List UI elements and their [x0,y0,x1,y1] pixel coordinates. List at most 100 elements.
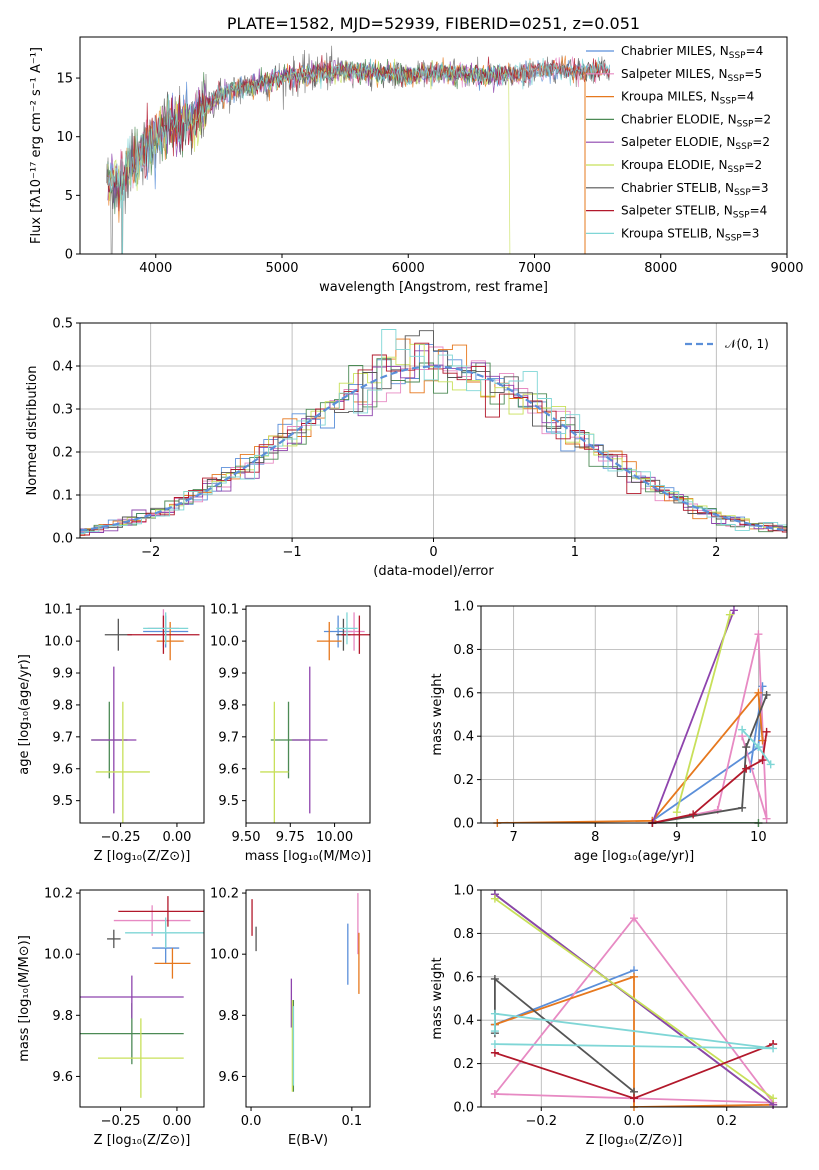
legend-entry-label: Salpeter STELIB, N [621,204,733,218]
y-tick-label: 9.7 [218,730,239,745]
x-tick-label: 8 [591,830,599,845]
y-tick-label: 0.4 [453,1014,474,1029]
x-tick-label: 9.50 [232,830,261,845]
weight-marker [742,743,751,752]
weight-marker [672,808,681,817]
weight-marker [762,690,771,699]
y-tick-label: 10.2 [44,887,73,902]
y-axis-label: mass weight [430,957,445,1039]
weight-marker [490,894,499,903]
histogram-6 [80,330,787,533]
y-tick-label: 0 [65,248,73,263]
spectrum-panel: 4000 5000 6000 7000 8000 9000 0 5 10 15 wavelength… [29,14,804,295]
normal-curve [80,365,787,532]
x-tick-label: −1 [283,545,302,560]
weight-marker [630,1094,638,1103]
weight-marker [758,756,767,765]
legend-entry-sub: SSP [725,233,742,243]
x-tick-label: 0.00 [162,830,191,845]
y-tick-label: 9.6 [218,762,239,777]
legend-entry-count: =2 [753,112,771,126]
y-tick-label: 0.4 [453,730,474,745]
x-tick-label: 7 [509,830,517,845]
y-tick-label: 0.1 [52,489,73,504]
legend-entry-count: =5 [744,67,762,81]
mass-vs-extinction-panel: 0.0 0.1 9.6 9.8 10.0 10.2 E(B-V) [210,887,371,1148]
y-tick-label: 9.8 [218,1009,239,1024]
x-tick-label: −2 [141,545,160,560]
legend-entry-label: Kroupa STELIB, N [621,226,725,240]
y-tick-label: 9.5 [52,794,73,809]
y-tick-label: 9.8 [218,698,239,713]
weight-line-8 [493,1012,774,1050]
y-tick-label: 0.0 [453,817,474,832]
x-axis-label: E(B-V) [288,1133,328,1148]
y-axis-label: mass [log₁₀(M/M⊙)] [17,935,32,1062]
y-tick-label: 10.2 [210,887,239,902]
x-tick-label: 0.1 [342,1114,363,1129]
y-tick-label: 0.2 [453,773,474,788]
y-axis-label: age [log₁₀(age/yr)] [17,654,32,775]
weight-marker [490,1027,499,1036]
y-tick-label: 9.6 [52,762,73,777]
x-tick-label: 6000 [392,261,425,276]
legend-entry-label: Chabrier MILES, N [621,44,729,58]
y-tick-label: 0.2 [453,1057,474,1072]
x-tick-label: −0.25 [101,1114,141,1129]
weight-marker [729,606,738,615]
y-axis-label: Normed distribution [25,366,40,496]
legend-entry-label: Kroupa MILES, N [621,90,720,104]
histogram-1 [80,346,787,533]
legend-entry-count: =3 [751,181,769,195]
x-tick-label: 8000 [644,261,677,276]
y-tick-label: 0.5 [52,317,73,332]
y-tick-label: 9.8 [52,698,73,713]
axes-frame [480,605,788,824]
legend-entry-label: Chabrier ELODIE, N [621,112,737,126]
histogram-3 [80,358,787,534]
y-tick-label: 0.0 [52,532,73,547]
y-tick-label: 1.0 [453,884,474,899]
x-tick-label: 0.0 [624,1114,645,1129]
mass-vs-metallicity-panel: −0.25 0.00 9.6 9.8 10.0 10.2 Z [log₁₀(Z/Z⊙)] ma… [17,887,205,1148]
legend-entry-count: =2 [744,158,762,172]
y-tick-label: 0.3 [52,403,73,418]
x-tick-label: 0.2 [716,1114,737,1129]
axes-frame [79,36,788,255]
weight-marker [754,688,763,697]
axes-frame [245,605,371,824]
weight-marker [762,727,771,736]
legend-entry: Chabrier MILES, NSSP=4 [621,44,763,61]
age-vs-mass-panel: 9.50 9.75 10.00 9.5 9.6 9.7 9.8 9.9 10.0 10.1 mass… [210,603,372,864]
weight-marker [762,814,771,823]
weight-line-4 [651,609,735,823]
y-tick-label: 5 [65,189,73,204]
age-vs-metallicity-panel: −0.25 0.00 9.5 9.6 9.7 9.8 9.9 10.0 10.1 Z [log₁₀… [17,603,205,864]
legend-entry-count: =2 [752,135,770,149]
axes-frame [480,889,788,1108]
x-tick-label: 7000 [518,261,551,276]
y-tick-label: 15 [56,72,73,87]
weight-marker [742,764,751,773]
weight-line-2 [497,690,764,823]
legend-entry-sub: SSP [733,211,750,221]
weight-marker [689,810,698,819]
model-spectrum-7 [107,55,611,212]
weight-marker [754,743,763,752]
y-tick-label: 9.7 [52,730,73,745]
histogram-4 [80,350,787,533]
y-tick-label: 9.6 [52,1070,73,1085]
model-spectrum-5 [107,58,511,254]
weight-line-2 [494,975,774,1107]
legend-entry-sub: SSP [720,97,737,107]
y-tick-label: 10 [56,130,73,145]
legend-entry-sub: SSP [729,51,746,61]
legend-entry: Kroupa MILES, NSSP=4 [621,90,754,107]
y-tick-label: 9.9 [218,667,239,682]
x-axis-label: mass [log₁₀(M/M⊙)] [245,849,372,864]
legend-entry-count: =4 [750,204,768,218]
weight-marker [490,1089,499,1098]
x-tick-label: 0 [429,545,437,560]
weight-marker [630,914,638,923]
